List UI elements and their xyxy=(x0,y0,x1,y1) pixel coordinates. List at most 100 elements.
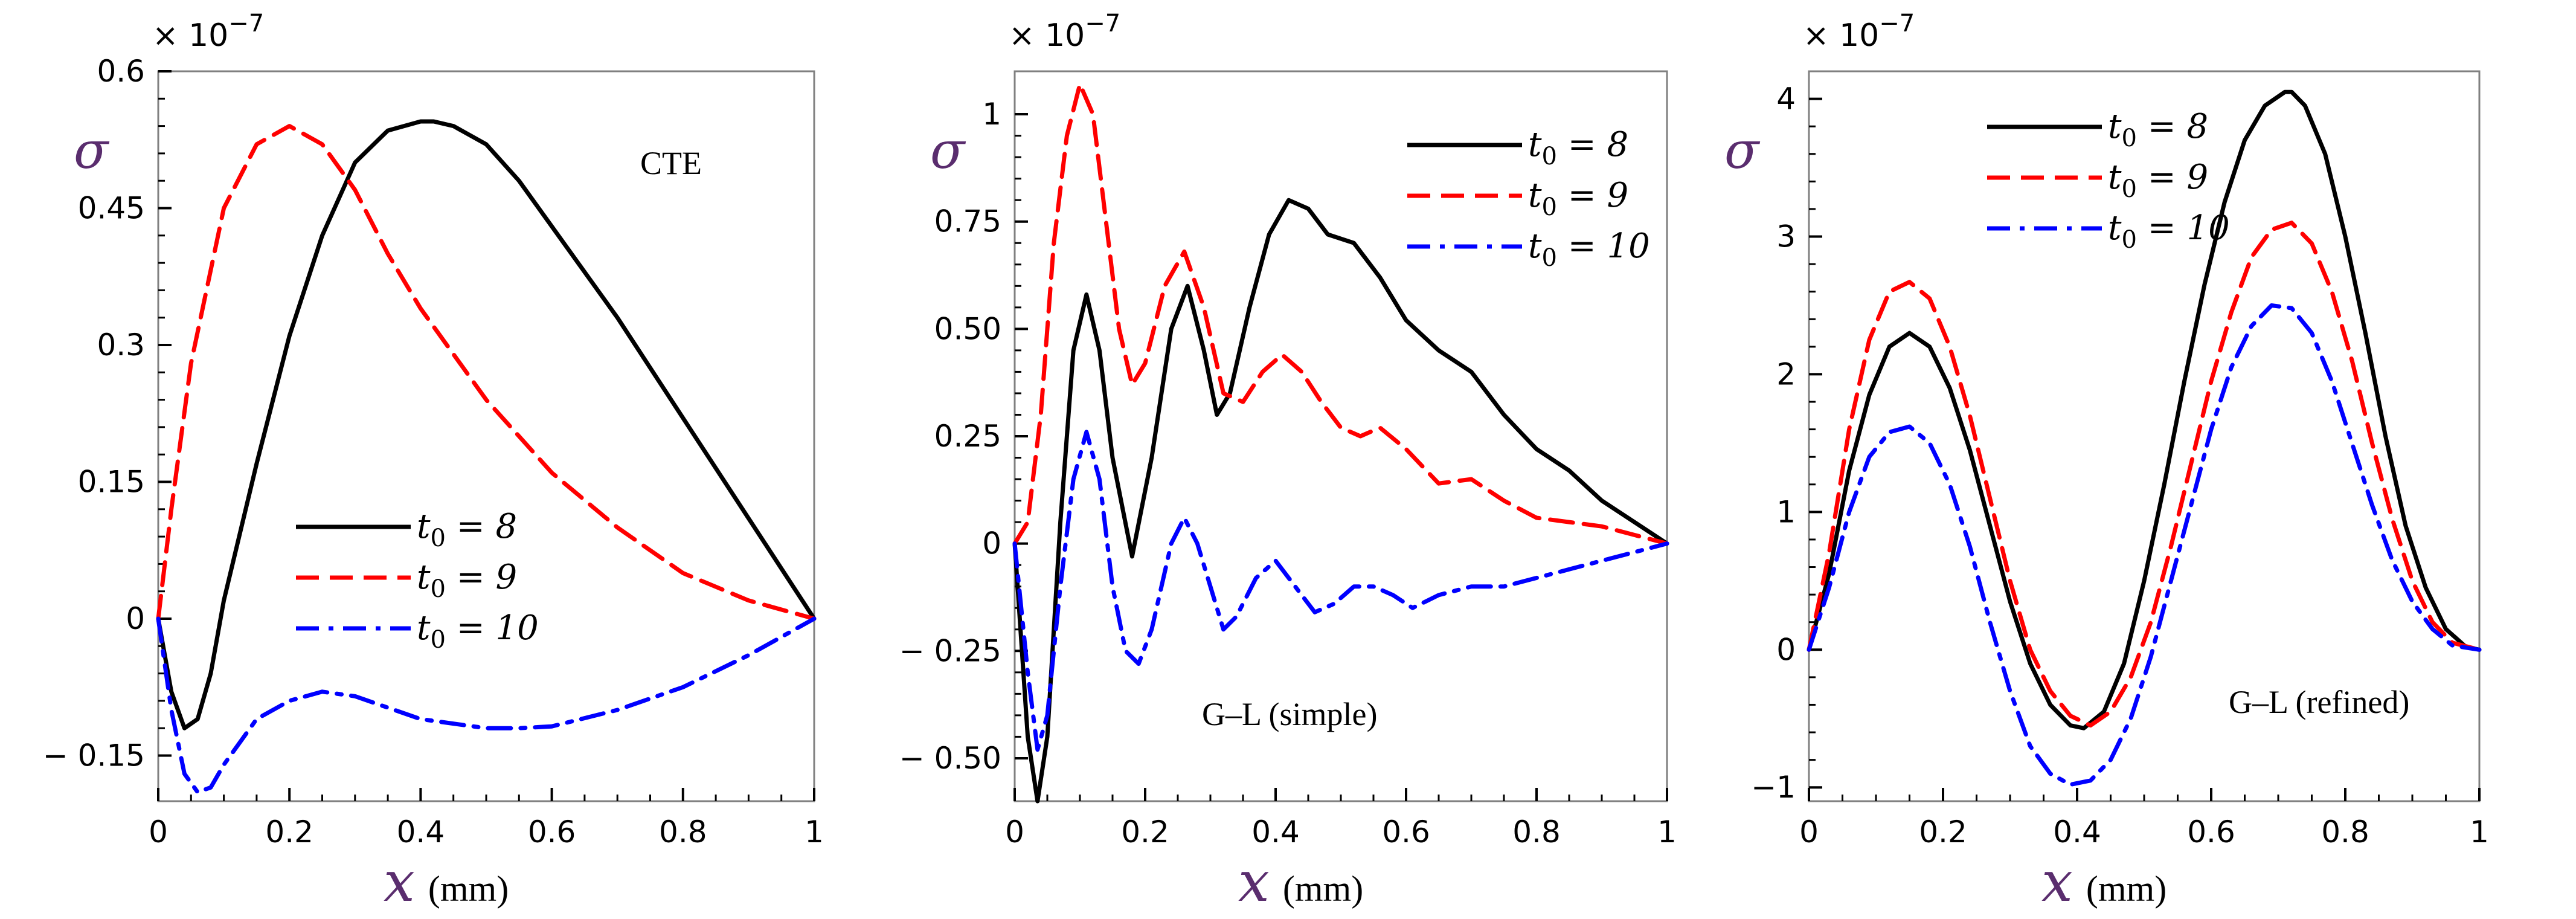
legend-subscript: 0 xyxy=(431,524,446,552)
x-tick-label: 0.8 xyxy=(659,814,707,850)
y-tick-label: 4 xyxy=(1776,82,1796,117)
legend-value: 10 xyxy=(1607,227,1650,266)
legend-subscript: 0 xyxy=(1542,193,1557,221)
x-tick-label: 0 xyxy=(1799,814,1819,850)
multiplier-base: × 10 xyxy=(152,18,228,54)
legend-subscript: 0 xyxy=(2122,124,2137,152)
legend-equals: = xyxy=(2137,158,2187,197)
series-line-t0-10 xyxy=(1807,303,2482,787)
legend-entry-t0-9: t0 = 9 xyxy=(1528,176,1628,221)
chart-panel-1: − 0.15 0 0.15 0.3 0.45 0.6 0 0.2 0.4 0.6 0.8 1 × 10−… xyxy=(43,10,824,914)
y-tick-label: 0 xyxy=(982,526,1001,561)
y-tick-label: 0 xyxy=(1776,632,1796,667)
x-axis-variable: x xyxy=(1238,850,1270,914)
legend-var: t xyxy=(2108,107,2122,146)
legend-value: 8 xyxy=(1607,125,1629,164)
legend-subscript: 0 xyxy=(1542,244,1557,272)
x-tick-label: 0 xyxy=(1005,814,1024,850)
multiplier-exponent: −7 xyxy=(228,10,264,37)
legend-value: 10 xyxy=(496,608,539,648)
legend-var: t xyxy=(417,507,431,546)
legend-var: t xyxy=(2108,158,2122,197)
series-line-t0-8 xyxy=(1012,198,1669,804)
x-tick-label: 1 xyxy=(805,814,824,850)
axis-multiplier: × 10−7 xyxy=(152,10,264,54)
series-line-t0-8 xyxy=(156,119,817,730)
series-line-t0-9 xyxy=(1807,221,2482,728)
x-tick-label: 0.2 xyxy=(1919,814,1967,850)
y-tick-label: 0.50 xyxy=(934,311,1001,346)
x-tick-label: 0.6 xyxy=(1382,814,1430,850)
legend-equals: = xyxy=(446,558,496,597)
y-tick-label: 0.45 xyxy=(78,191,145,226)
multiplier-base: × 10 xyxy=(1009,18,1085,54)
legend: t0 = 8t0 = 9t0 = 10 xyxy=(1407,125,1650,272)
panel-annotation: CTE xyxy=(640,145,702,181)
y-tick-label: 0.75 xyxy=(934,204,1001,239)
x-axis-label: x (mm) xyxy=(1238,850,1363,914)
legend-value: 9 xyxy=(1607,176,1629,215)
y-axis-label: σ xyxy=(74,121,110,180)
x-axis-variable: x xyxy=(384,850,415,914)
series-line-t0-10 xyxy=(1012,430,1669,752)
legend-subscript: 0 xyxy=(431,626,446,654)
legend-entry-t0-9: t0 = 9 xyxy=(417,558,517,603)
legend-var: t xyxy=(1528,176,1542,215)
y-tick-label: 1 xyxy=(982,97,1001,132)
y-tick-label: 1 xyxy=(1776,494,1796,529)
x-axis-label: x (mm) xyxy=(2041,850,2166,914)
axis-multiplier: × 10−7 xyxy=(1803,10,1915,54)
legend-entry-t0-9: t0 = 9 xyxy=(2108,158,2208,203)
legend-value: 9 xyxy=(496,558,518,597)
legend-subscript: 0 xyxy=(1542,143,1557,170)
multiplier-exponent: −7 xyxy=(1085,10,1120,37)
y-tick-label: 0.15 xyxy=(78,465,145,500)
legend-equals: = xyxy=(1557,227,1607,266)
plot-frame xyxy=(157,70,815,802)
y-tick-label: 2 xyxy=(1776,356,1796,392)
x-tick-label: 0 xyxy=(149,814,168,850)
x-tick-label: 0.2 xyxy=(265,814,313,850)
legend-var: t xyxy=(1528,125,1542,164)
legend-equals: = xyxy=(1557,125,1607,164)
x-tick-label: 1 xyxy=(2470,814,2489,850)
x-axis-unit: (mm) xyxy=(2086,869,2166,909)
y-tick-label: 0.6 xyxy=(97,54,145,89)
y-tick-label: − 0.15 xyxy=(43,738,145,773)
x-tick-label: 0.4 xyxy=(1251,814,1300,850)
legend-value: 9 xyxy=(2187,158,2209,197)
legend-entry-t0-10: t0 = 10 xyxy=(1528,227,1650,272)
y-tick-label: 0 xyxy=(126,601,145,636)
legend-entry-t0-10: t0 = 10 xyxy=(417,608,539,654)
legend: t0 = 8t0 = 9t0 = 10 xyxy=(296,507,539,654)
y-tick-label: 0.3 xyxy=(97,327,145,363)
x-tick-label: 0.8 xyxy=(2321,814,2369,850)
legend-value: 8 xyxy=(2187,107,2209,146)
legend-entry-t0-8: t0 = 8 xyxy=(2108,107,2208,152)
x-axis-variable: x xyxy=(2041,850,2073,914)
x-tick-label: 0.6 xyxy=(2187,814,2235,850)
legend-entry-t0-8: t0 = 8 xyxy=(417,507,517,552)
legend-subscript: 0 xyxy=(431,575,446,603)
axis-multiplier: × 10−7 xyxy=(1009,10,1120,54)
series-line-t0-9 xyxy=(1012,82,1669,546)
multiplier-exponent: −7 xyxy=(1879,10,1915,37)
y-tick-label: 0.25 xyxy=(934,419,1001,454)
series-line-t0-9 xyxy=(156,124,817,621)
legend-equals: = xyxy=(446,507,496,546)
y-tick-label: −1 xyxy=(1751,770,1796,805)
legend-entry-t0-8: t0 = 8 xyxy=(1528,125,1628,170)
legend-value: 8 xyxy=(496,507,518,546)
legend-subscript: 0 xyxy=(2122,175,2137,203)
legend-equals: = xyxy=(1557,176,1607,215)
y-tick-label: − 0.50 xyxy=(899,741,1001,776)
legend-equals: = xyxy=(2137,107,2187,146)
panel-annotation: G–L (simple) xyxy=(1202,696,1377,732)
legend-entry-t0-10: t0 = 10 xyxy=(2108,208,2230,254)
x-tick-label: 0.2 xyxy=(1121,814,1169,850)
series-line-t0-10 xyxy=(156,616,817,795)
x-axis-label: x (mm) xyxy=(384,850,509,914)
x-tick-label: 1 xyxy=(1657,814,1677,850)
